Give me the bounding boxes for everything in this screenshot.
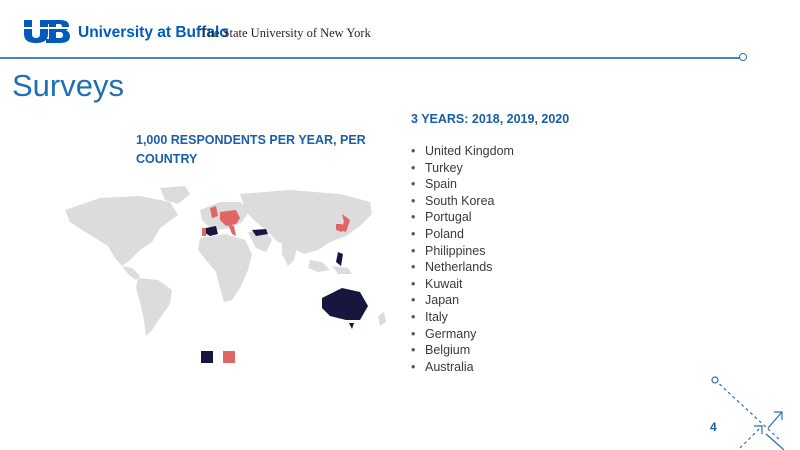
highlight-series-coral: [202, 206, 350, 236]
land-masses: [65, 186, 386, 336]
list-item: • Japan: [411, 293, 460, 308]
university-subtitle: The State University of New York: [200, 26, 371, 40]
list-item: • Spain: [411, 177, 457, 192]
country-list: • United Kingdom • Turkey • Spain • South Ko…: [411, 143, 514, 375]
years-heading: 3 YEARS: 2018, 2019, 2020: [411, 112, 570, 126]
decorative-arrows-icon: [711, 376, 785, 450]
list-item: • Portugal: [411, 210, 472, 225]
ub-logo-icon: [22, 20, 72, 43]
legend-title: [175, 354, 176, 358]
legend-swatch-navy: [201, 351, 213, 363]
list-item: • Australia: [411, 359, 474, 374]
world-map: [60, 180, 400, 340]
legend-swatch-coral: [223, 351, 235, 363]
slide-header: University at Buffalo The State Universi…: [0, 0, 800, 61]
list-item: • Germany: [411, 326, 477, 341]
page-number: 4: [710, 420, 717, 434]
list-item: • Italy: [411, 309, 448, 324]
list-item: • Philippines: [411, 243, 486, 258]
map-heading: 1,000 RESPONDENTS PER YEAR, PER COUNTRY: [136, 133, 366, 166]
university-name: University at Buffalo: [78, 24, 229, 41]
highlight-series-navy: [205, 226, 368, 329]
list-item: • Netherlands: [411, 260, 493, 275]
list-item: • Kuwait: [411, 276, 463, 291]
header-divider: [0, 57, 740, 59]
list-item: • Turkey: [411, 160, 463, 175]
list-item: • South Korea: [411, 193, 495, 208]
list-item: • United Kingdom: [411, 144, 514, 158]
world-map-graphic: [65, 186, 386, 336]
list-item: • Belgium: [411, 343, 471, 358]
divider-end-dot: [739, 53, 747, 61]
list-item: • Poland: [411, 226, 464, 241]
page-title: Surveys: [12, 68, 124, 103]
